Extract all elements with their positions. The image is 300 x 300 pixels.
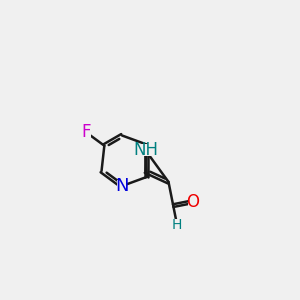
- Text: H: H: [172, 218, 182, 232]
- Text: NH: NH: [133, 141, 158, 159]
- Bar: [117, 180, 127, 192]
- Text: N: N: [115, 177, 129, 195]
- Bar: [137, 144, 154, 156]
- Bar: [172, 219, 182, 231]
- Text: O: O: [186, 193, 199, 211]
- Bar: [82, 127, 91, 138]
- Bar: [188, 196, 197, 208]
- Text: F: F: [82, 124, 91, 142]
